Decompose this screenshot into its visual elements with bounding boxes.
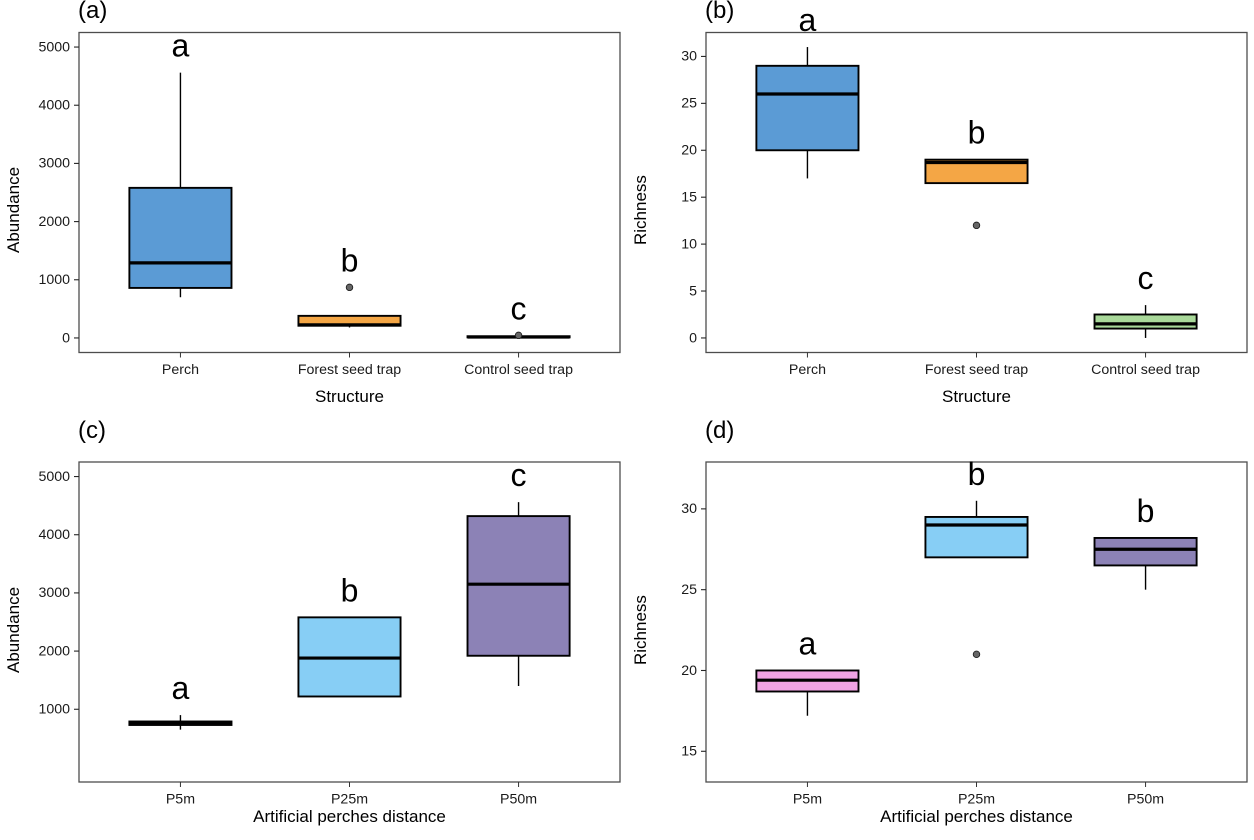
svg-text:25: 25: [681, 582, 697, 598]
svg-text:b: b: [1137, 493, 1155, 529]
svg-text:3000: 3000: [38, 585, 70, 601]
svg-text:Perch: Perch: [789, 362, 826, 378]
svg-text:P25m: P25m: [958, 792, 995, 808]
svg-text:30: 30: [681, 501, 697, 517]
svg-text:15: 15: [681, 744, 697, 760]
svg-text:25: 25: [681, 96, 697, 112]
svg-text:0: 0: [62, 330, 70, 346]
svg-text:0: 0: [689, 330, 697, 346]
svg-text:c: c: [511, 457, 527, 493]
svg-text:P25m: P25m: [331, 792, 368, 808]
svg-text:5000: 5000: [38, 469, 70, 485]
svg-text:b: b: [341, 572, 359, 608]
svg-text:a: a: [799, 2, 817, 38]
svg-text:a: a: [172, 670, 190, 706]
svg-text:P50m: P50m: [1127, 792, 1164, 808]
svg-text:a: a: [172, 28, 190, 64]
svg-text:2000: 2000: [38, 214, 70, 230]
svg-text:3000: 3000: [38, 156, 70, 172]
svg-text:b: b: [341, 242, 359, 278]
svg-text:2000: 2000: [38, 643, 70, 659]
svg-text:5: 5: [689, 283, 697, 299]
svg-text:b: b: [968, 115, 986, 151]
svg-text:Forest seed trap: Forest seed trap: [925, 362, 1028, 378]
svg-text:20: 20: [681, 143, 697, 159]
svg-text:20: 20: [681, 663, 697, 679]
svg-text:1000: 1000: [38, 702, 70, 718]
svg-text:4000: 4000: [38, 527, 70, 543]
svg-text:b: b: [968, 456, 986, 492]
svg-text:5000: 5000: [38, 39, 70, 55]
svg-text:4000: 4000: [38, 98, 70, 114]
svg-text:15: 15: [681, 189, 697, 205]
svg-text:c: c: [1138, 260, 1154, 296]
svg-text:Control seed trap: Control seed trap: [464, 362, 573, 378]
svg-text:30: 30: [681, 49, 697, 65]
svg-text:P5m: P5m: [166, 792, 195, 808]
svg-text:P5m: P5m: [793, 792, 822, 808]
svg-text:Forest seed trap: Forest seed trap: [298, 362, 401, 378]
svg-text:c: c: [511, 290, 527, 326]
svg-text:10: 10: [681, 236, 697, 252]
svg-text:Control seed trap: Control seed trap: [1091, 362, 1200, 378]
svg-text:P50m: P50m: [500, 792, 537, 808]
svg-text:Perch: Perch: [162, 362, 199, 378]
svg-text:1000: 1000: [38, 272, 70, 288]
svg-text:a: a: [799, 625, 817, 661]
